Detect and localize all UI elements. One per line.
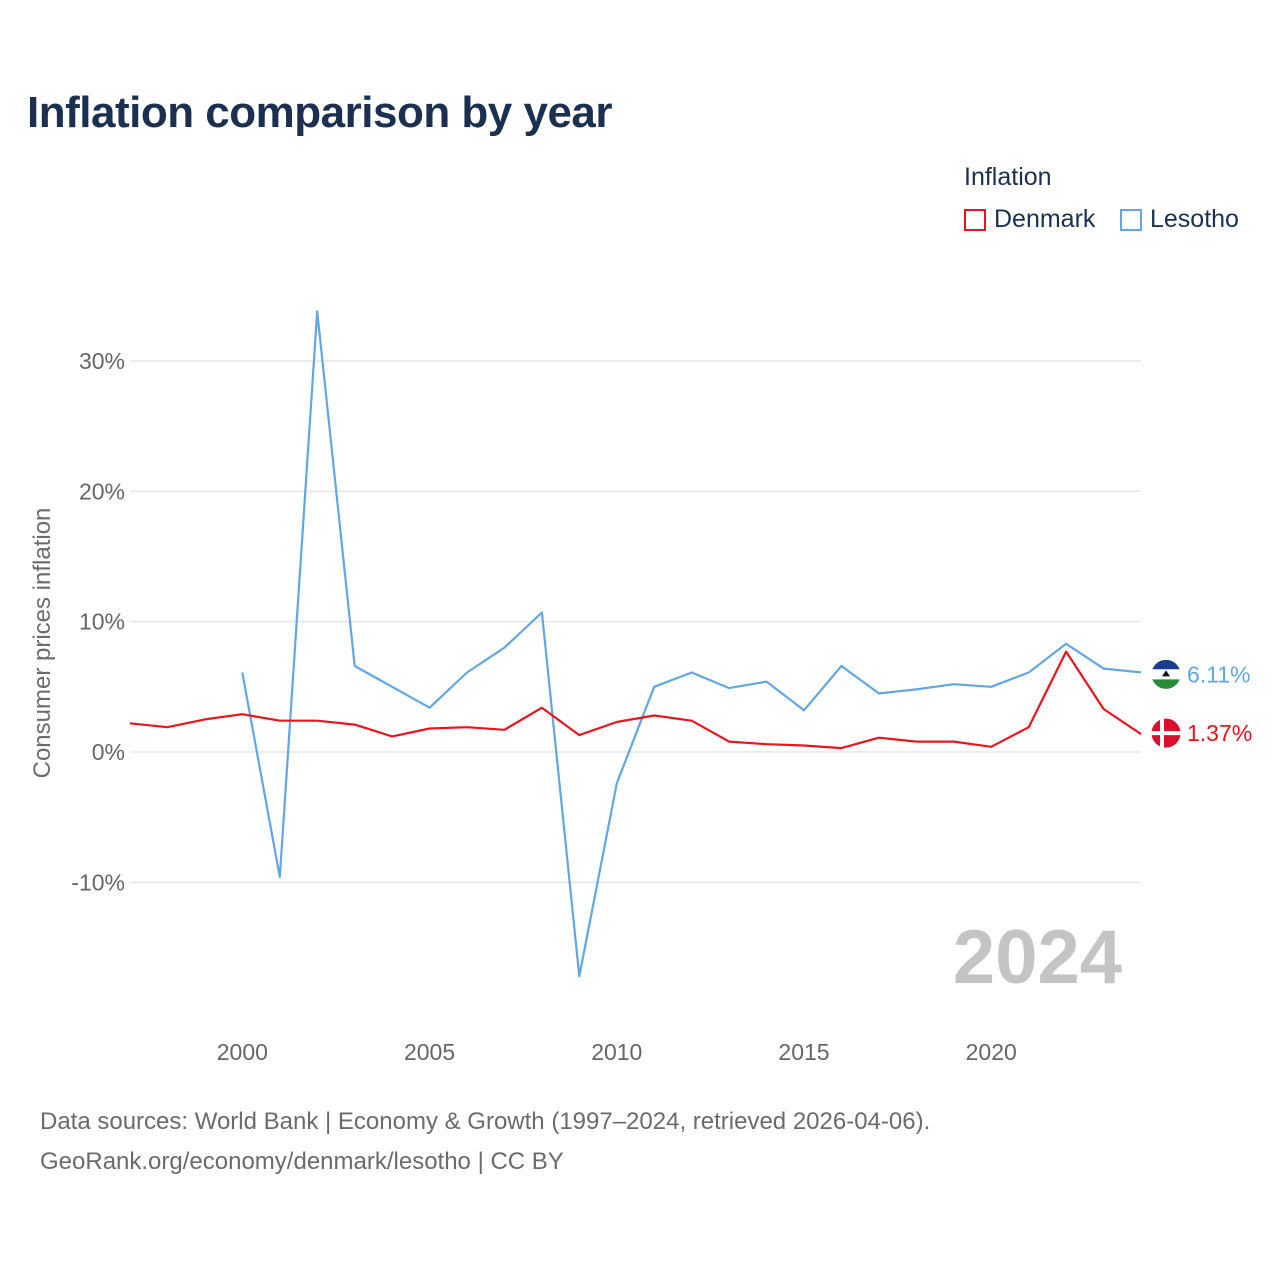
x-axis-ticks: 2000 2005 2010 2015 2020 — [217, 1039, 1017, 1065]
end-label-lesotho: 6.11% — [1187, 661, 1251, 687]
lesotho-flag-icon — [1150, 658, 1182, 690]
legend-label-denmark: Denmark — [994, 205, 1096, 233]
series-lines — [129, 310, 1142, 978]
source-link[interactable]: GeoRank.org/economy/denmark/lesotho | CC… — [40, 1148, 564, 1175]
y-axis-label: Consumer prices inflation — [29, 508, 56, 779]
y-tick-label: -10% — [71, 869, 125, 895]
grid-lines — [130, 360, 1141, 884]
legend-swatch-lesotho — [1120, 208, 1142, 231]
x-tick-label: 2015 — [778, 1039, 829, 1065]
legend-swatch-denmark — [964, 208, 986, 231]
year-watermark: 2024 — [953, 915, 1122, 1000]
y-tick-label: 0% — [92, 739, 125, 765]
series-line-lesotho — [241, 310, 1142, 978]
source-note: Data sources: World Bank | Economy & Gro… — [40, 1108, 931, 1135]
y-tick-label: 30% — [79, 348, 125, 374]
legend-label-lesotho: Lesotho — [1150, 205, 1239, 233]
end-label-denmark: 1.37% — [1187, 720, 1252, 746]
x-tick-label: 2010 — [591, 1039, 642, 1065]
legend-title: Inflation — [964, 163, 1052, 191]
y-tick-label: 10% — [79, 609, 125, 635]
x-tick-label: 2020 — [966, 1039, 1017, 1065]
chart-title: Inflation comparison by year — [27, 88, 613, 137]
legend-item-lesotho[interactable]: Lesotho — [1120, 205, 1239, 234]
legend-item-denmark[interactable]: Denmark — [964, 205, 1095, 234]
series-end-markers: 1.37% 6.11% — [1150, 658, 1252, 749]
denmark-flag-icon — [1150, 717, 1182, 749]
y-tick-label: 20% — [79, 478, 125, 504]
line-chart: 30% 20% 10% 0% -10% 2000 2005 2010 2015 2020 Con… — [29, 310, 1252, 1065]
series-line-denmark — [129, 650, 1142, 750]
x-tick-label: 2000 — [217, 1039, 268, 1065]
y-axis-ticks: 30% 20% 10% 0% -10% — [71, 348, 125, 895]
x-tick-label: 2005 — [404, 1039, 455, 1065]
